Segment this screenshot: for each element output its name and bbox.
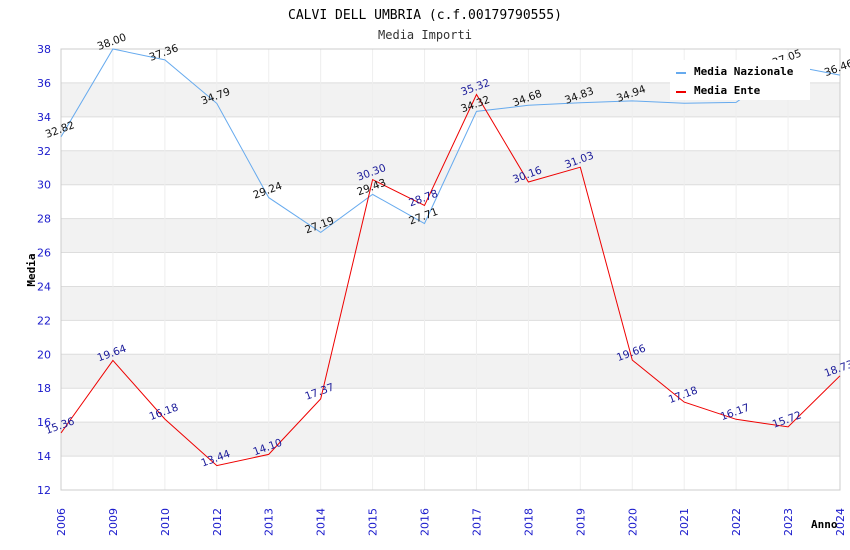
background-band	[61, 320, 840, 355]
y-tick-label: 32	[37, 145, 51, 158]
x-tick-label: 2021	[678, 508, 691, 536]
background-band	[61, 388, 840, 423]
y-tick-label: 14	[37, 450, 51, 463]
x-tick-label: 2024	[834, 508, 847, 536]
background-band	[61, 184, 840, 219]
y-tick-label: 36	[37, 77, 51, 90]
series-line-national	[60, 48, 841, 234]
background-band	[61, 286, 840, 321]
chart-subtitle: Media Importi	[378, 28, 472, 42]
background-band	[61, 218, 840, 253]
y-tick-label: 26	[37, 247, 51, 260]
plot-frame	[60, 48, 841, 491]
background-band	[61, 252, 840, 287]
x-tick-label: 2020	[626, 508, 639, 536]
x-axis-ticks: 2006 2009 2010 2012 2013 2014 2015 2016 2017 2018…	[55, 508, 847, 536]
x-tick-label: 2017	[470, 508, 483, 536]
y-tick-label: 34	[37, 111, 51, 124]
legend-label-ente: Media Ente	[694, 84, 761, 97]
y-axis-label: Media	[25, 253, 38, 286]
x-tick-label: 2013	[263, 508, 276, 536]
background-band	[61, 456, 840, 490]
series-line-ente	[60, 93, 841, 467]
x-tick-label: 2009	[107, 508, 120, 536]
x-axis-label: Anno	[811, 518, 838, 531]
x-tick-label: 2015	[367, 508, 380, 536]
y-tick-label: 28	[37, 213, 51, 226]
y-tick-label: 30	[37, 179, 51, 192]
x-tick-label: 2010	[159, 508, 172, 536]
plot-background-bands	[61, 49, 840, 490]
y-tick-label: 20	[37, 348, 51, 361]
series-layer	[60, 48, 841, 467]
x-tick-label: 2018	[522, 508, 535, 536]
y-tick-label: 18	[37, 382, 51, 395]
legend: Media Nazionale Media Ente	[670, 60, 810, 100]
chart-title: CALVI DELL UMBRIA (c.f.00179790555)	[288, 8, 562, 23]
y-tick-label: 38	[37, 43, 51, 56]
x-tick-label: 2014	[315, 508, 328, 536]
legend-box	[670, 60, 810, 100]
y-tick-label: 22	[37, 314, 51, 327]
x-tick-label: 2016	[419, 508, 432, 536]
background-band	[61, 354, 840, 389]
x-tick-label: 2019	[574, 508, 587, 536]
x-tick-label: 2023	[782, 508, 795, 536]
x-tick-label: 2006	[55, 508, 68, 536]
x-tick-label: 2012	[211, 508, 224, 536]
y-axis-ticks: 12 14 16 18 20 22 24 26 28 30 32 34 36 38	[37, 43, 51, 497]
y-tick-label: 12	[37, 484, 51, 497]
y-tick-label: 16	[37, 416, 51, 429]
background-band	[61, 422, 840, 457]
background-band	[61, 116, 840, 151]
legend-label-national: Media Nazionale	[694, 65, 794, 78]
y-tick-label: 24	[37, 280, 51, 293]
x-tick-label: 2022	[730, 508, 743, 536]
